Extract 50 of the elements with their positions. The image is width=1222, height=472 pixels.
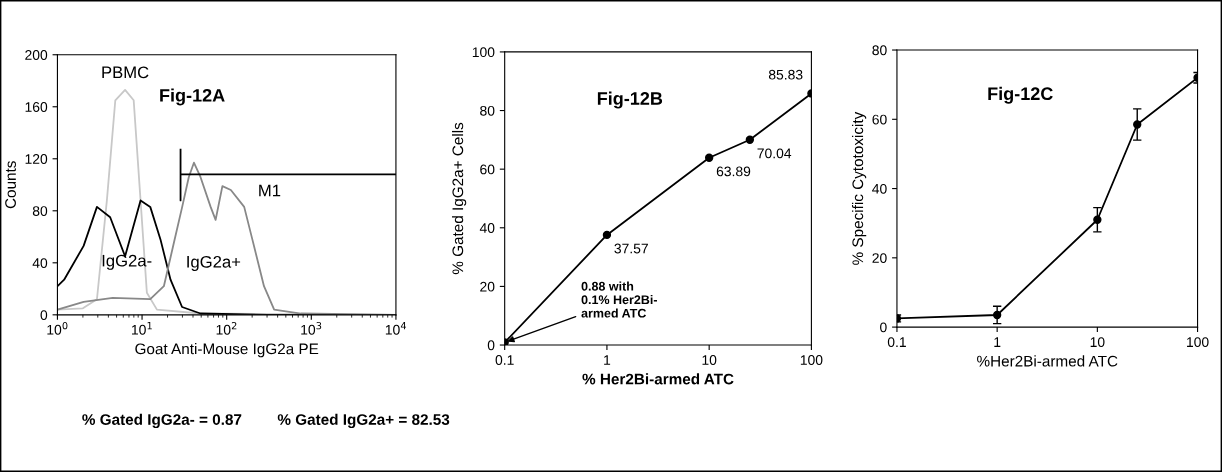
- y-tick-label: 200: [25, 50, 48, 60]
- x-tick-label: 0.1: [495, 355, 514, 365]
- y-tick-label: 160: [25, 102, 48, 112]
- y-tick-label: 0: [40, 310, 48, 320]
- y-tick-label: 80: [872, 45, 887, 56]
- series-label: IgG2a+: [187, 255, 241, 272]
- x-tick-label: 10: [1090, 337, 1105, 348]
- y-axis-title: Counts: [5, 161, 16, 209]
- x-tick-label: 1: [994, 337, 1001, 347]
- x-tick-label: 0.1: [887, 337, 906, 348]
- x-tick-label: 10$^{4}$: [385, 322, 407, 335]
- data-label: 85.83: [768, 69, 803, 80]
- text: Fig-12A: [160, 88, 225, 106]
- x-tick-label: 10: [702, 355, 717, 365]
- y-tick-label: 20: [872, 253, 887, 263]
- data-label: 63.89: [716, 166, 751, 177]
- x-tick-label: 1: [604, 355, 611, 365]
- text: % Gated IgG2a- = 0.87: [82, 413, 242, 429]
- x-tick-label: 10$^{1}$: [132, 322, 152, 335]
- y-axis-title: % Gated IgG2a+ Cells: [452, 122, 467, 275]
- series-label: PBMC: [102, 66, 149, 79]
- x-axis-title: %Her2Bi-armed ATC: [977, 355, 1118, 367]
- y-tick-label: 80: [32, 206, 48, 216]
- text: Fig-12B: [597, 91, 663, 109]
- y-tick-label: 40: [479, 223, 495, 233]
- y-tick-label: 0: [880, 322, 887, 333]
- y-axis-title: % Specific Cytotoxicity: [851, 111, 867, 265]
- annotation: 0.88 with 0.1% Her2Bi- armed ATC: [581, 281, 657, 318]
- x-tick-label: 100: [1187, 337, 1209, 348]
- x-tick-label: 10$^{2}$: [216, 321, 237, 335]
- y-tick-label: 60: [872, 114, 887, 125]
- data-label: 37.57: [614, 243, 648, 254]
- y-tick-label: 100: [472, 47, 495, 58]
- y-tick-label: 120: [25, 154, 48, 164]
- x-tick-label: 10$^{0}$: [47, 321, 68, 335]
- y-tick-label: 40: [872, 183, 887, 194]
- series-label: IgG2a-: [102, 254, 152, 270]
- y-tick-label: 80: [480, 105, 495, 116]
- x-axis-title: Goat Anti-Mouse IgG2a PE: [135, 343, 319, 358]
- x-axis-title: % Her2Bi-armed ATC: [582, 373, 734, 385]
- x-tick-label: 10$^{3}$: [301, 321, 322, 335]
- x-tick-label: 100: [800, 355, 823, 365]
- y-tick-label: 40: [32, 258, 48, 268]
- y-tick-label: 0: [487, 340, 495, 351]
- y-tick-label: 60: [480, 164, 495, 175]
- text: % Gated IgG2a+ = 82.53: [277, 413, 450, 429]
- series-label: M1: [259, 184, 281, 197]
- text: Fig-12C: [988, 86, 1053, 104]
- data-label: 70.04: [757, 148, 792, 159]
- y-tick-label: 20: [480, 281, 495, 292]
